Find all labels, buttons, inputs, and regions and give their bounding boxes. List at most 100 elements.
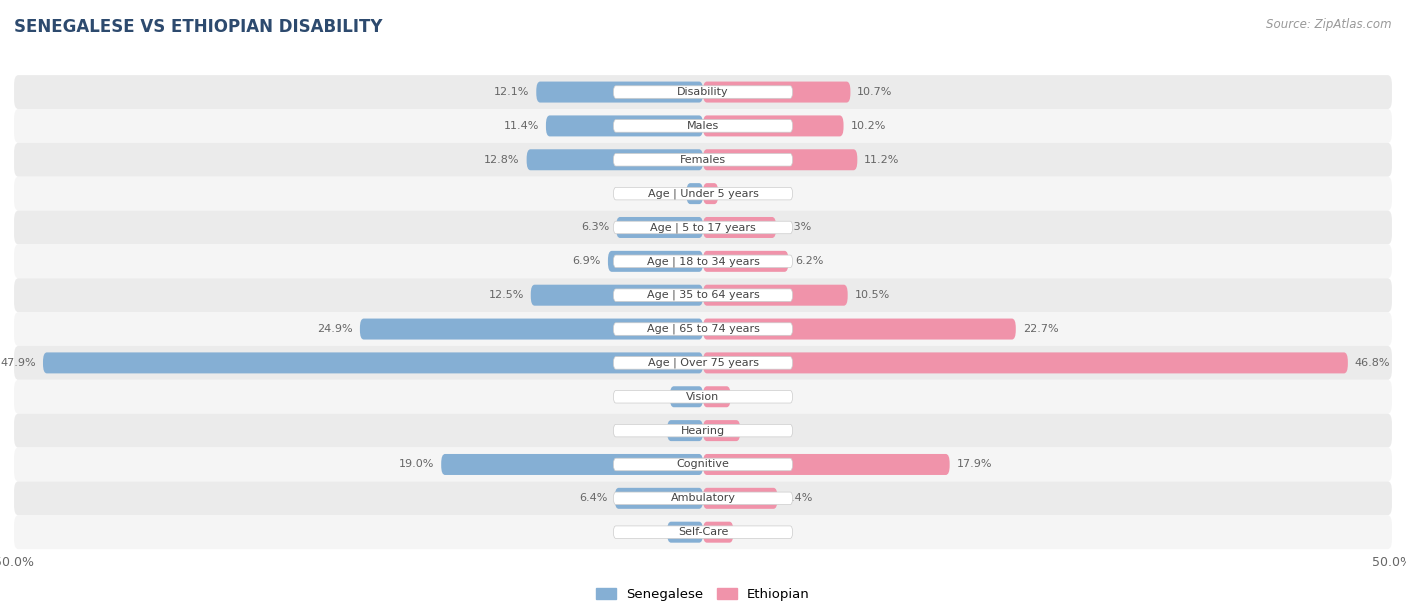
FancyBboxPatch shape <box>613 492 793 504</box>
Text: 10.2%: 10.2% <box>851 121 886 131</box>
FancyBboxPatch shape <box>703 521 734 543</box>
Text: Cognitive: Cognitive <box>676 460 730 469</box>
Text: Vision: Vision <box>686 392 720 401</box>
FancyBboxPatch shape <box>613 424 793 437</box>
Text: Age | Over 75 years: Age | Over 75 years <box>648 357 758 368</box>
Text: 11.2%: 11.2% <box>865 155 900 165</box>
FancyBboxPatch shape <box>703 386 731 407</box>
Text: 22.7%: 22.7% <box>1022 324 1059 334</box>
FancyBboxPatch shape <box>613 120 793 132</box>
FancyBboxPatch shape <box>703 81 851 103</box>
Text: 19.0%: 19.0% <box>399 460 434 469</box>
FancyBboxPatch shape <box>703 116 844 136</box>
Text: Age | 65 to 74 years: Age | 65 to 74 years <box>647 324 759 334</box>
Text: 1.1%: 1.1% <box>725 188 754 199</box>
FancyBboxPatch shape <box>607 251 703 272</box>
FancyBboxPatch shape <box>703 420 740 441</box>
FancyBboxPatch shape <box>14 177 1392 211</box>
Text: 46.8%: 46.8% <box>1355 358 1391 368</box>
Text: 10.7%: 10.7% <box>858 87 893 97</box>
FancyBboxPatch shape <box>536 81 703 103</box>
FancyBboxPatch shape <box>613 221 793 234</box>
FancyBboxPatch shape <box>613 154 793 166</box>
FancyBboxPatch shape <box>703 319 1015 340</box>
Text: Source: ZipAtlas.com: Source: ZipAtlas.com <box>1267 18 1392 31</box>
FancyBboxPatch shape <box>14 482 1392 515</box>
FancyBboxPatch shape <box>546 116 703 136</box>
FancyBboxPatch shape <box>14 278 1392 312</box>
FancyBboxPatch shape <box>703 183 718 204</box>
Text: Age | Under 5 years: Age | Under 5 years <box>648 188 758 199</box>
Legend: Senegalese, Ethiopian: Senegalese, Ethiopian <box>591 582 815 606</box>
FancyBboxPatch shape <box>669 386 703 407</box>
FancyBboxPatch shape <box>613 323 793 335</box>
Text: 6.2%: 6.2% <box>796 256 824 266</box>
Text: 1.2%: 1.2% <box>651 188 679 199</box>
FancyBboxPatch shape <box>14 143 1392 177</box>
FancyBboxPatch shape <box>703 353 1348 373</box>
Text: 5.3%: 5.3% <box>783 223 811 233</box>
FancyBboxPatch shape <box>668 420 703 441</box>
FancyBboxPatch shape <box>441 454 703 475</box>
Text: 17.9%: 17.9% <box>956 460 993 469</box>
FancyBboxPatch shape <box>14 244 1392 278</box>
FancyBboxPatch shape <box>613 357 793 369</box>
FancyBboxPatch shape <box>14 447 1392 482</box>
Text: 2.6%: 2.6% <box>631 425 661 436</box>
Text: Age | 35 to 64 years: Age | 35 to 64 years <box>647 290 759 300</box>
Text: Females: Females <box>681 155 725 165</box>
FancyBboxPatch shape <box>14 75 1392 109</box>
Text: SENEGALESE VS ETHIOPIAN DISABILITY: SENEGALESE VS ETHIOPIAN DISABILITY <box>14 18 382 36</box>
FancyBboxPatch shape <box>703 217 776 238</box>
FancyBboxPatch shape <box>613 255 793 267</box>
Text: 2.0%: 2.0% <box>738 392 766 401</box>
FancyBboxPatch shape <box>14 109 1392 143</box>
FancyBboxPatch shape <box>613 86 793 99</box>
Text: 12.1%: 12.1% <box>494 87 530 97</box>
FancyBboxPatch shape <box>613 390 793 403</box>
Text: 11.4%: 11.4% <box>503 121 538 131</box>
Text: Disability: Disability <box>678 87 728 97</box>
FancyBboxPatch shape <box>613 458 793 471</box>
FancyBboxPatch shape <box>668 521 703 543</box>
FancyBboxPatch shape <box>613 289 793 302</box>
Text: Age | 18 to 34 years: Age | 18 to 34 years <box>647 256 759 267</box>
Text: 6.3%: 6.3% <box>581 223 609 233</box>
FancyBboxPatch shape <box>14 414 1392 447</box>
FancyBboxPatch shape <box>616 217 703 238</box>
Text: 5.4%: 5.4% <box>785 493 813 503</box>
FancyBboxPatch shape <box>44 353 703 373</box>
Text: Males: Males <box>688 121 718 131</box>
FancyBboxPatch shape <box>360 319 703 340</box>
Text: 2.6%: 2.6% <box>631 527 661 537</box>
Text: 6.9%: 6.9% <box>572 256 600 266</box>
FancyBboxPatch shape <box>703 251 789 272</box>
Text: Hearing: Hearing <box>681 425 725 436</box>
FancyBboxPatch shape <box>614 488 703 509</box>
FancyBboxPatch shape <box>703 285 848 305</box>
FancyBboxPatch shape <box>527 149 703 170</box>
Text: 12.5%: 12.5% <box>488 290 524 300</box>
FancyBboxPatch shape <box>14 515 1392 549</box>
Text: 2.2%: 2.2% <box>740 527 769 537</box>
Text: Ambulatory: Ambulatory <box>671 493 735 503</box>
FancyBboxPatch shape <box>14 312 1392 346</box>
FancyBboxPatch shape <box>613 187 793 200</box>
FancyBboxPatch shape <box>703 488 778 509</box>
Text: 47.9%: 47.9% <box>0 358 37 368</box>
Text: Age | 5 to 17 years: Age | 5 to 17 years <box>650 222 756 233</box>
FancyBboxPatch shape <box>703 454 949 475</box>
Text: 10.5%: 10.5% <box>855 290 890 300</box>
Text: 2.7%: 2.7% <box>747 425 776 436</box>
FancyBboxPatch shape <box>14 211 1392 244</box>
Text: 2.4%: 2.4% <box>634 392 664 401</box>
Text: 6.4%: 6.4% <box>579 493 607 503</box>
FancyBboxPatch shape <box>531 285 703 305</box>
FancyBboxPatch shape <box>703 149 858 170</box>
Text: Self-Care: Self-Care <box>678 527 728 537</box>
FancyBboxPatch shape <box>14 346 1392 380</box>
Text: 24.9%: 24.9% <box>318 324 353 334</box>
FancyBboxPatch shape <box>14 380 1392 414</box>
Text: 12.8%: 12.8% <box>484 155 520 165</box>
FancyBboxPatch shape <box>686 183 703 204</box>
